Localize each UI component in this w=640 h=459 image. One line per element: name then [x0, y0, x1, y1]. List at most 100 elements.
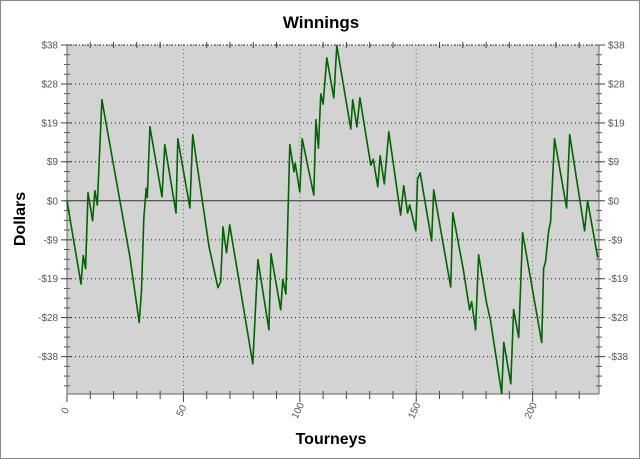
data-point — [489, 319, 492, 322]
x-tick-label: 200 — [523, 401, 540, 421]
data-point — [583, 229, 586, 232]
data-point — [217, 286, 219, 289]
data-point — [91, 219, 94, 222]
y-right-tick-label: -$38 — [608, 352, 628, 363]
data-point — [383, 182, 386, 185]
data-point — [509, 382, 512, 385]
data-point — [586, 200, 589, 202]
data-point — [299, 190, 301, 193]
data-point — [430, 239, 433, 242]
y-right-tick-label: -$28 — [608, 313, 628, 324]
data-point — [87, 192, 89, 194]
data-point — [219, 281, 222, 283]
winnings-line — [66, 44, 599, 395]
data-point — [565, 207, 568, 209]
data-point — [356, 126, 358, 128]
y-axis-title: Dollars — [12, 192, 29, 246]
data-point — [189, 207, 191, 209]
data-point — [177, 138, 179, 140]
y-right-tick-label: $19 — [608, 118, 625, 129]
data-point — [372, 158, 374, 161]
data-point — [270, 253, 272, 255]
data-point — [351, 99, 354, 101]
data-point — [208, 245, 210, 248]
data-point — [402, 185, 405, 187]
data-point — [553, 138, 556, 140]
data-point — [512, 308, 515, 311]
x-tick-label: 150 — [406, 401, 423, 421]
data-point — [279, 308, 282, 311]
data-point — [191, 133, 194, 136]
data-point — [359, 96, 361, 99]
data-point — [285, 293, 287, 295]
data-point — [416, 177, 419, 180]
data-point — [175, 212, 177, 214]
data-point — [163, 143, 166, 146]
x-tick-label: 50 — [175, 403, 190, 418]
data-point — [462, 269, 465, 272]
plot-area — [67, 45, 599, 394]
data-point — [312, 194, 315, 196]
data-point — [294, 162, 296, 165]
data-point — [502, 341, 505, 344]
data-point — [414, 229, 417, 232]
data-point — [94, 190, 96, 192]
data-point — [419, 172, 421, 174]
data-point — [333, 96, 335, 99]
data-point — [521, 231, 524, 234]
data-point — [387, 131, 390, 133]
data-point — [66, 200, 68, 202]
y-right-tick-label: $0 — [608, 196, 620, 207]
y-tick-label: $19 — [41, 118, 58, 129]
data-point — [143, 217, 145, 220]
y-right-tick-label: -$9 — [608, 235, 623, 246]
y-right-tick-label: $38 — [608, 41, 625, 52]
data-point — [451, 212, 454, 214]
data-point — [225, 251, 228, 254]
data-point — [228, 224, 231, 226]
series-layer — [66, 44, 599, 395]
data-point — [468, 308, 471, 311]
data-point — [251, 362, 254, 365]
data-point — [146, 196, 149, 199]
y-tick-label: $28 — [41, 80, 58, 91]
data-point — [138, 321, 140, 324]
data-point — [399, 214, 402, 216]
y-tick-label: $9 — [47, 157, 59, 168]
y-tick-label: $38 — [41, 41, 58, 52]
data-point — [406, 212, 409, 214]
y-tick-label: $0 — [47, 196, 59, 207]
data-point — [439, 229, 442, 231]
data-point — [432, 189, 435, 191]
data-point — [149, 126, 151, 128]
y-right-tick-label: $9 — [608, 157, 620, 168]
data-point — [322, 103, 324, 105]
axes: $38 $38 $28 $28 $19 $19 $9 $9 $0 $0 -$9 -$9 -$19 -$19… — [38, 41, 628, 421]
data-point — [350, 128, 352, 130]
y-tick-label: -$28 — [38, 313, 58, 324]
data-point — [319, 93, 322, 95]
data-point — [500, 392, 503, 395]
data-point — [84, 267, 87, 270]
data-point — [596, 256, 599, 258]
data-point — [257, 259, 259, 261]
data-point — [96, 204, 99, 206]
x-tick-label: 0 — [60, 406, 73, 416]
data-point — [547, 229, 550, 232]
data-point — [326, 57, 328, 59]
data-point — [474, 328, 477, 331]
x-axis-title: Tourneys — [296, 431, 367, 448]
y-tick-label: -$38 — [38, 352, 58, 363]
y-tick-label: -$9 — [44, 235, 59, 246]
data-point — [477, 254, 480, 256]
data-point — [377, 185, 379, 188]
chart-title: Winnings — [283, 13, 359, 32]
y-right-tick-label: -$19 — [608, 274, 628, 285]
data-point — [145, 187, 147, 190]
data-point — [449, 286, 452, 288]
data-point — [544, 261, 547, 263]
data-point — [129, 256, 131, 258]
data-point — [542, 267, 545, 270]
data-point — [370, 164, 372, 166]
